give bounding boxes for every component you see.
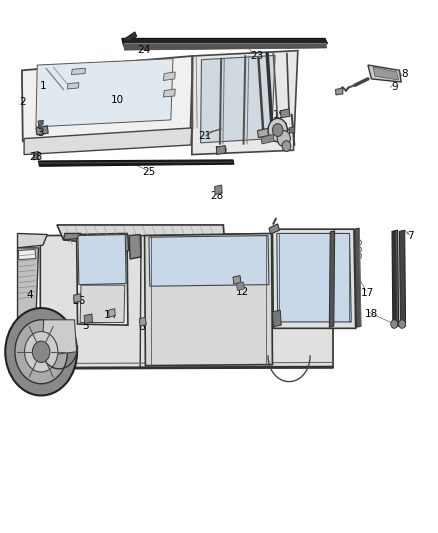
Polygon shape	[84, 314, 92, 324]
Circle shape	[399, 320, 406, 328]
Polygon shape	[80, 285, 125, 322]
Text: 17: 17	[361, 288, 374, 298]
Circle shape	[282, 141, 291, 151]
Text: 6: 6	[138, 322, 145, 332]
Polygon shape	[33, 151, 39, 160]
Text: 7: 7	[407, 231, 414, 241]
Polygon shape	[77, 233, 128, 325]
Text: 9: 9	[391, 83, 398, 92]
Polygon shape	[280, 109, 290, 118]
Polygon shape	[140, 233, 333, 368]
Text: 25: 25	[142, 167, 155, 176]
Polygon shape	[163, 72, 175, 80]
Circle shape	[268, 118, 287, 142]
Polygon shape	[392, 230, 399, 327]
Polygon shape	[329, 231, 335, 327]
Circle shape	[32, 341, 50, 362]
Text: 16: 16	[325, 300, 338, 310]
Polygon shape	[64, 233, 81, 240]
Polygon shape	[122, 38, 328, 46]
Text: 20: 20	[214, 146, 227, 156]
Polygon shape	[216, 146, 226, 155]
Text: 5: 5	[82, 321, 89, 331]
Polygon shape	[258, 127, 276, 138]
Text: 14: 14	[104, 310, 117, 320]
Text: 24: 24	[138, 45, 151, 55]
Polygon shape	[289, 127, 295, 133]
Polygon shape	[71, 68, 85, 75]
Polygon shape	[215, 185, 222, 195]
Text: 19: 19	[273, 110, 286, 120]
Circle shape	[391, 320, 398, 328]
Text: 11: 11	[277, 123, 290, 133]
Polygon shape	[38, 120, 43, 126]
Polygon shape	[39, 160, 234, 166]
Circle shape	[272, 124, 283, 136]
Polygon shape	[201, 55, 275, 143]
Polygon shape	[109, 309, 115, 317]
Polygon shape	[57, 225, 224, 246]
Polygon shape	[42, 320, 77, 356]
Polygon shape	[79, 237, 117, 254]
Circle shape	[25, 332, 58, 372]
Polygon shape	[129, 235, 141, 259]
Text: 12: 12	[236, 287, 249, 297]
Polygon shape	[139, 317, 146, 326]
Text: 28: 28	[29, 152, 42, 161]
Polygon shape	[355, 228, 361, 327]
Polygon shape	[67, 83, 79, 89]
Polygon shape	[74, 294, 81, 303]
Text: 18: 18	[365, 310, 378, 319]
Polygon shape	[233, 276, 241, 284]
Polygon shape	[18, 233, 47, 248]
Polygon shape	[368, 65, 401, 82]
Text: 3: 3	[37, 128, 44, 138]
Text: 1: 1	[39, 82, 46, 91]
Polygon shape	[272, 310, 281, 327]
Polygon shape	[269, 224, 279, 234]
Polygon shape	[125, 32, 137, 42]
Polygon shape	[78, 235, 126, 285]
Polygon shape	[237, 282, 244, 290]
Polygon shape	[373, 67, 399, 80]
Polygon shape	[399, 230, 406, 327]
Polygon shape	[118, 235, 129, 253]
Text: 8: 8	[401, 69, 408, 78]
Text: 2: 2	[19, 98, 26, 107]
Polygon shape	[145, 233, 272, 366]
Text: 28: 28	[210, 191, 223, 201]
Polygon shape	[36, 126, 48, 135]
Polygon shape	[24, 128, 192, 155]
Polygon shape	[163, 89, 175, 97]
Circle shape	[5, 308, 77, 395]
Text: 21: 21	[198, 131, 212, 141]
Polygon shape	[22, 56, 193, 141]
Text: 4: 4	[26, 290, 33, 300]
Polygon shape	[336, 88, 343, 95]
Polygon shape	[36, 59, 173, 127]
Polygon shape	[40, 233, 333, 369]
Polygon shape	[272, 229, 356, 328]
Text: 15: 15	[314, 233, 327, 243]
Polygon shape	[277, 233, 351, 322]
Circle shape	[15, 320, 67, 384]
Polygon shape	[18, 249, 36, 260]
Polygon shape	[124, 44, 327, 50]
Circle shape	[277, 131, 290, 147]
Polygon shape	[261, 134, 274, 144]
Text: 26: 26	[72, 296, 85, 306]
Polygon shape	[149, 236, 269, 286]
Text: 10: 10	[111, 95, 124, 105]
Polygon shape	[18, 248, 39, 320]
Text: 23: 23	[250, 51, 263, 61]
Polygon shape	[192, 51, 298, 155]
Text: 18: 18	[300, 311, 313, 320]
